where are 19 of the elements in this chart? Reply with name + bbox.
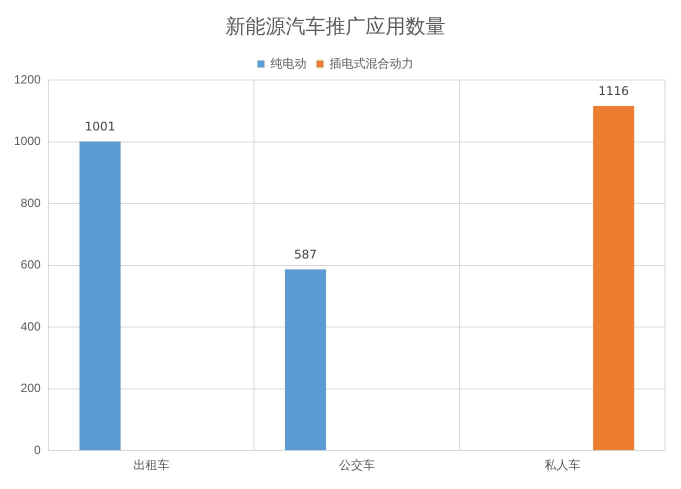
- data-label: 1116: [598, 84, 629, 98]
- x-tick-label: 公交车: [338, 458, 375, 472]
- x-tick-label: 私人车: [544, 458, 580, 472]
- legend-label: 插电式混合动力: [330, 56, 414, 70]
- y-tick-label: 200: [20, 381, 42, 396]
- bar: [80, 141, 121, 450]
- chart-title: 新能源汽车推广应用数量: [226, 14, 446, 38]
- bar: [593, 106, 634, 450]
- x-tick-label: 出租车: [133, 458, 170, 472]
- y-tick-label: 1200: [14, 72, 42, 86]
- y-tick-label: 400: [20, 319, 42, 334]
- bar: [284, 269, 326, 450]
- y-tick-label: 800: [20, 196, 42, 210]
- y-tick-label: 0: [34, 442, 42, 457]
- legend-label: 纯电动: [270, 56, 306, 70]
- data-label: 587: [294, 247, 317, 262]
- y-tick-label: 1000: [14, 134, 42, 148]
- data-label: 1001: [84, 120, 116, 134]
- y-tick-label: 600: [20, 258, 42, 272]
